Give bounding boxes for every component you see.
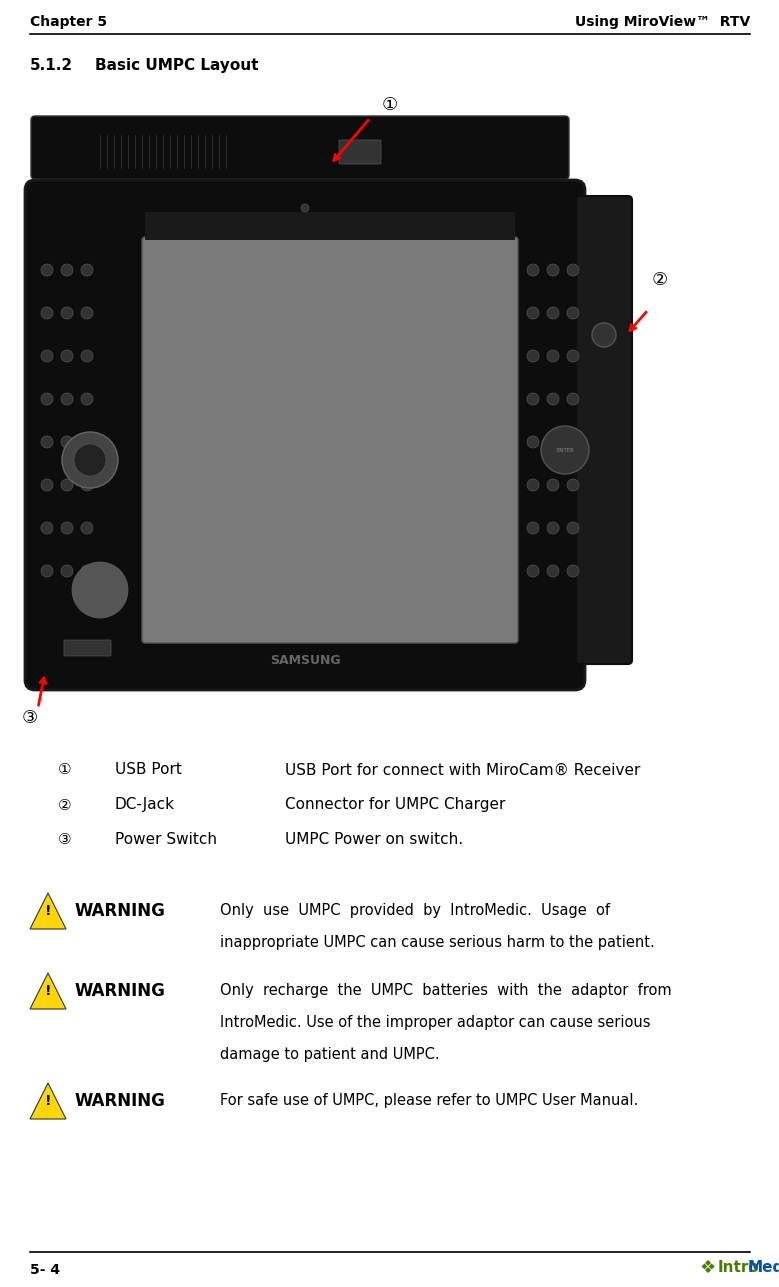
Text: USB Port for connect with MiroCam® Receiver: USB Port for connect with MiroCam® Recei… [285, 762, 640, 777]
Circle shape [74, 444, 106, 476]
Text: ①: ① [58, 762, 72, 777]
Circle shape [547, 308, 559, 319]
Text: WARNING: WARNING [75, 982, 166, 1000]
Text: 5.1.2: 5.1.2 [30, 58, 73, 73]
Text: ❖: ❖ [700, 1259, 716, 1277]
Text: Using MiroView™  RTV: Using MiroView™ RTV [575, 15, 750, 30]
Text: Basic UMPC Layout: Basic UMPC Layout [95, 58, 259, 73]
Text: inappropriate UMPC can cause serious harm to the patient.: inappropriate UMPC can cause serious har… [220, 936, 655, 951]
Polygon shape [30, 1082, 66, 1118]
Text: ②: ② [58, 798, 72, 812]
FancyBboxPatch shape [31, 116, 569, 179]
Text: ③: ③ [58, 833, 72, 848]
Circle shape [81, 479, 93, 492]
Circle shape [61, 264, 73, 275]
Polygon shape [30, 893, 66, 929]
Circle shape [81, 393, 93, 405]
Polygon shape [30, 973, 66, 1009]
Circle shape [527, 436, 539, 448]
Circle shape [567, 308, 579, 319]
Text: SAMSUNG: SAMSUNG [270, 654, 340, 667]
Text: damage to patient and UMPC.: damage to patient and UMPC. [220, 1048, 439, 1063]
Circle shape [527, 565, 539, 577]
Circle shape [61, 308, 73, 319]
Circle shape [527, 523, 539, 534]
Text: Medic: Medic [748, 1260, 779, 1275]
Circle shape [527, 479, 539, 492]
FancyBboxPatch shape [339, 140, 381, 163]
Circle shape [567, 350, 579, 362]
Text: DC-Jack: DC-Jack [115, 798, 175, 812]
FancyBboxPatch shape [25, 180, 585, 690]
Circle shape [81, 436, 93, 448]
Circle shape [527, 350, 539, 362]
Text: Power Switch: Power Switch [115, 833, 217, 848]
Circle shape [61, 479, 73, 492]
Circle shape [547, 264, 559, 275]
Text: IntroMedic. Use of the improper adaptor can cause serious: IntroMedic. Use of the improper adaptor … [220, 1015, 650, 1031]
Circle shape [547, 350, 559, 362]
Text: ①: ① [382, 97, 398, 115]
Text: ENTER: ENTER [556, 448, 574, 453]
Circle shape [41, 350, 53, 362]
Circle shape [81, 523, 93, 534]
Text: UMPC Power on switch.: UMPC Power on switch. [285, 833, 464, 848]
Circle shape [41, 308, 53, 319]
Circle shape [301, 205, 309, 212]
Text: Only  recharge  the  UMPC  batteries  with  the  adaptor  from: Only recharge the UMPC batteries with th… [220, 983, 671, 999]
Circle shape [41, 523, 53, 534]
Text: ③: ③ [22, 709, 38, 727]
Circle shape [592, 323, 616, 347]
Circle shape [61, 523, 73, 534]
Circle shape [527, 393, 539, 405]
Text: Only  use  UMPC  provided  by  IntroMedic.  Usage  of: Only use UMPC provided by IntroMedic. Us… [220, 903, 610, 919]
Circle shape [541, 426, 589, 474]
Circle shape [61, 436, 73, 448]
Circle shape [41, 393, 53, 405]
Text: !: ! [44, 1094, 51, 1108]
Circle shape [72, 562, 128, 618]
Circle shape [81, 565, 93, 577]
Circle shape [41, 436, 53, 448]
Circle shape [567, 393, 579, 405]
Circle shape [547, 436, 559, 448]
Text: USB Port: USB Port [115, 762, 182, 777]
Circle shape [61, 565, 73, 577]
Circle shape [61, 350, 73, 362]
Circle shape [567, 565, 579, 577]
FancyBboxPatch shape [64, 640, 111, 656]
FancyBboxPatch shape [142, 237, 518, 644]
Text: Connector for UMPC Charger: Connector for UMPC Charger [285, 798, 506, 812]
Circle shape [81, 264, 93, 275]
Text: WARNING: WARNING [75, 902, 166, 920]
Circle shape [567, 479, 579, 492]
Text: Intro: Intro [718, 1260, 760, 1275]
FancyBboxPatch shape [576, 196, 632, 664]
Circle shape [41, 479, 53, 492]
Circle shape [527, 264, 539, 275]
FancyBboxPatch shape [145, 212, 515, 239]
Circle shape [567, 523, 579, 534]
Text: For safe use of UMPC, please refer to UMPC User Manual.: For safe use of UMPC, please refer to UM… [220, 1094, 638, 1108]
Text: 5- 4: 5- 4 [30, 1263, 60, 1277]
Circle shape [547, 523, 559, 534]
Circle shape [567, 264, 579, 275]
Text: !: ! [44, 985, 51, 997]
Text: ②: ② [652, 272, 668, 290]
Circle shape [547, 393, 559, 405]
Circle shape [547, 479, 559, 492]
Circle shape [41, 264, 53, 275]
Circle shape [62, 432, 118, 488]
Text: !: ! [44, 903, 51, 918]
Circle shape [567, 436, 579, 448]
Circle shape [81, 350, 93, 362]
Circle shape [41, 565, 53, 577]
Text: WARNING: WARNING [75, 1091, 166, 1109]
Circle shape [547, 565, 559, 577]
Circle shape [61, 393, 73, 405]
Text: Chapter 5: Chapter 5 [30, 15, 108, 30]
Circle shape [81, 308, 93, 319]
Circle shape [527, 308, 539, 319]
